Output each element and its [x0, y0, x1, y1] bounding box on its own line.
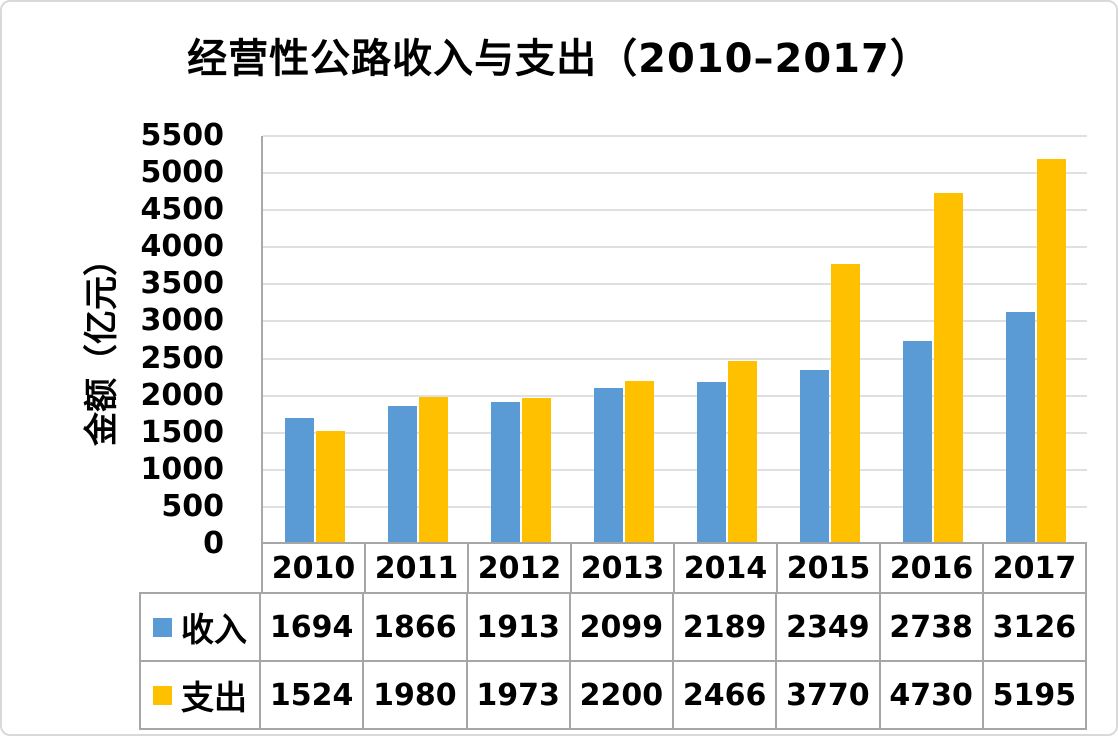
- bar-revenue-2010: [285, 418, 314, 544]
- value-revenue-2013: 2099: [568, 592, 674, 662]
- value-expenditure-2015: 3770: [775, 660, 881, 730]
- chart-title: 经营性公路收入与支出（2010–2017）: [187, 36, 931, 82]
- bar-expenditure-2016: [934, 193, 963, 544]
- bar-revenue-2013: [594, 388, 623, 544]
- value-expenditure-2010: 1524: [259, 660, 365, 730]
- gridline: [263, 209, 1087, 212]
- value-revenue-2010: 1694: [259, 592, 365, 662]
- y-tick-label: 2000: [140, 377, 225, 413]
- category-header-row: 2010 2011 2012 2013 2014 2015 2016 2017: [261, 542, 1087, 594]
- bar-expenditure-2017: [1037, 159, 1066, 544]
- gridline: [263, 468, 1087, 471]
- value-revenue-2011: 1866: [362, 592, 468, 662]
- y-tick-label: 3000: [140, 303, 225, 339]
- value-revenue-2017: 3126: [981, 592, 1087, 662]
- y-tick-label: 0: [203, 526, 224, 561]
- legend-swatch-expenditure: [153, 685, 172, 705]
- gridline: [263, 505, 1087, 508]
- bar-expenditure-2011: [419, 397, 448, 544]
- bar-expenditure-2014: [728, 361, 757, 544]
- legend-item-expenditure: 支出: [139, 660, 261, 730]
- value-expenditure-2013: 2200: [568, 660, 674, 730]
- legend-item-revenue: 收入: [139, 592, 261, 662]
- gridline: [263, 246, 1087, 249]
- bar-revenue-2012: [491, 402, 520, 544]
- bar-revenue-2011: [388, 406, 417, 544]
- category-label-2012: 2012: [467, 542, 572, 594]
- category-label-2016: 2016: [879, 542, 984, 594]
- gridline: [263, 172, 1087, 175]
- table-row-revenue: 收入 1694 1866 1913 2099 2189 2349 2738 3126: [139, 592, 1087, 662]
- value-revenue-2016: 2738: [878, 592, 984, 662]
- y-tick-label: 2500: [140, 340, 225, 376]
- y-tick-label: 1500: [140, 414, 225, 450]
- category-label-2017: 2017: [982, 542, 1087, 594]
- bar-revenue-2017: [1006, 312, 1035, 544]
- value-expenditure-2014: 2466: [672, 660, 778, 730]
- y-tick-label: 5000: [140, 155, 225, 191]
- gridline: [263, 283, 1087, 286]
- legend-swatch-revenue: [153, 617, 172, 637]
- bar-expenditure-2012: [522, 398, 551, 544]
- y-tick-label: 1000: [140, 451, 225, 487]
- value-expenditure-2011: 1980: [362, 660, 468, 730]
- series-name-expenditure: 支出: [181, 678, 247, 717]
- y-tick-label: 3500: [140, 266, 225, 302]
- bar-revenue-2014: [697, 382, 726, 544]
- gridline: [263, 357, 1087, 360]
- y-tick-label: 5500: [140, 118, 225, 153]
- series-name-revenue: 收入: [181, 610, 247, 649]
- gridline: [263, 394, 1087, 397]
- table-row-expenditure: 支出 1524 1980 1973 2200 2466 3770 4730 5195: [139, 660, 1087, 730]
- gridline: [263, 320, 1087, 323]
- bar-expenditure-2015: [831, 264, 860, 544]
- bar-revenue-2016: [903, 341, 932, 544]
- value-expenditure-2017: 5195: [981, 660, 1087, 730]
- plot-area: [261, 135, 1087, 544]
- value-revenue-2015: 2349: [775, 592, 881, 662]
- y-tick-label: 500: [161, 488, 224, 524]
- y-tick-label: 4000: [140, 229, 225, 265]
- value-expenditure-2016: 4730: [878, 660, 984, 730]
- gridline: [263, 431, 1087, 434]
- value-revenue-2014: 2189: [672, 592, 778, 662]
- gridline: [263, 135, 1087, 137]
- category-label-2011: 2011: [364, 542, 469, 594]
- y-tick-label: 4500: [140, 192, 225, 228]
- bar-expenditure-2010: [316, 431, 345, 544]
- bar-revenue-2015: [800, 370, 829, 544]
- category-label-2015: 2015: [776, 542, 881, 594]
- category-label-2013: 2013: [570, 542, 675, 594]
- value-revenue-2012: 1913: [465, 592, 571, 662]
- value-expenditure-2012: 1973: [465, 660, 571, 730]
- bar-expenditure-2013: [625, 381, 654, 544]
- category-label-2010: 2010: [261, 542, 366, 594]
- category-label-2014: 2014: [673, 542, 778, 594]
